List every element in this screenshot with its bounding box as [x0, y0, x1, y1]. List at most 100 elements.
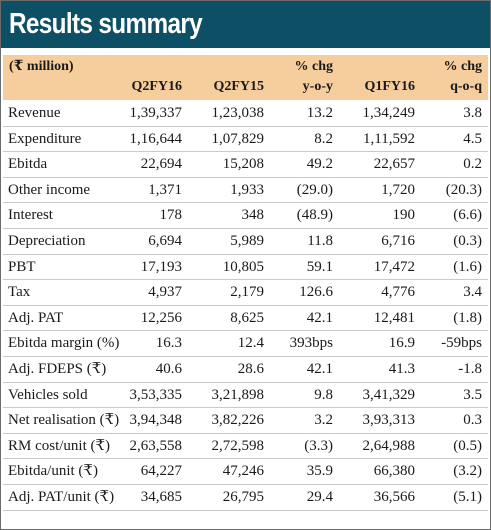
value-cell: 66,380 — [373, 463, 415, 480]
table-row: Ebitda margin (%) 16.3 12.4 393bps 16.9 -59bp… — [3, 331, 488, 357]
value-cell: 28.6 — [237, 360, 264, 377]
value-cell: 190 — [392, 207, 416, 224]
value-cell: 3,94,348 — [129, 412, 183, 429]
value-cell: 22,694 — [140, 156, 182, 173]
value-cell: 1,07,829 — [211, 130, 265, 147]
value-cell: (5.1) — [453, 488, 482, 505]
table-row: Other income 1,371 1,933 (29.0) 1,720 (20.3) — [3, 178, 488, 204]
value-cell: 0.3 — [463, 412, 482, 429]
value-cell: 1,720 — [381, 181, 415, 198]
table-row: Adj. FDEPS (₹) 40.6 28.6 42.1 41.3 -1.8 — [3, 357, 488, 383]
value-cell: 3.4 — [463, 284, 482, 301]
value-cell: -59bps — [441, 335, 482, 352]
row-label: Adj. FDEPS (₹) — [8, 360, 107, 377]
row-label: Ebitda — [8, 156, 48, 173]
value-cell: -1.8 — [458, 360, 482, 377]
value-cell: 3,41,329 — [362, 386, 416, 403]
value-cell: 126.6 — [299, 284, 333, 301]
value-cell: (6.6) — [453, 207, 482, 224]
value-cell: 47,246 — [222, 463, 264, 480]
value-cell: 4,937 — [148, 284, 182, 301]
table-row: RM cost/unit (₹) 2,63,558 2,72,598 (3.3) 2,6… — [3, 434, 488, 460]
value-cell: 16.3 — [155, 335, 182, 352]
value-cell: 12.4 — [237, 335, 264, 352]
row-label: Adj. PAT — [8, 309, 64, 326]
table-row: Ebitda/unit (₹) 64,227 47,246 35.9 66,380 (3.… — [3, 459, 488, 485]
value-cell: 29.4 — [306, 488, 333, 505]
value-cell: 4,776 — [381, 284, 415, 301]
value-cell: 17,193 — [140, 258, 182, 275]
col3-header-line1: % chg — [294, 59, 334, 74]
value-cell: 42.1 — [306, 360, 333, 377]
col5-header-line2: q-o-q — [450, 79, 482, 94]
value-cell: 59.1 — [306, 258, 333, 275]
row-label: Net realisation (₹) — [8, 412, 120, 429]
row-label: Revenue — [8, 105, 61, 121]
value-cell: (29.0) — [296, 181, 333, 198]
col4-header: Q1FY16 — [364, 79, 415, 94]
row-label: Tax — [8, 284, 31, 301]
value-cell: 1,16,644 — [129, 130, 183, 147]
value-cell: 6,716 — [381, 232, 415, 249]
value-cell: 8,625 — [230, 309, 264, 326]
value-cell: (3.3) — [304, 437, 333, 454]
value-cell: (1.8) — [453, 309, 482, 326]
value-cell: 11.8 — [307, 232, 333, 249]
row-label: Vehicles sold — [8, 386, 88, 403]
value-cell: (20.3) — [445, 181, 482, 198]
table-row: Expenditure 1,16,644 1,07,829 8.2 1,11,592 4.… — [3, 127, 488, 153]
value-cell: (0.3) — [453, 232, 482, 249]
table-body: Revenue 1,39,337 1,23,038 13.2 1,34,249 3.8 Ex… — [3, 101, 488, 511]
value-cell: 12,256 — [140, 309, 182, 326]
row-label: Interest — [8, 207, 53, 224]
col1-header: Q2FY16 — [131, 79, 182, 94]
value-cell: (3.2) — [453, 463, 482, 480]
value-cell: 49.2 — [306, 156, 333, 173]
value-cell: 34,685 — [140, 488, 182, 505]
value-cell: 178 — [159, 207, 183, 224]
col5-header-line1: % chg — [443, 59, 483, 74]
value-cell: 348 — [241, 207, 265, 224]
value-cell: 17,472 — [373, 258, 415, 275]
value-cell: 10,805 — [222, 258, 264, 275]
value-cell: 3.8 — [463, 105, 482, 121]
table-header: (₹ million) Q2FY16 Q2FY15 % chg y-o-y Q1… — [3, 55, 488, 100]
value-cell: 1,39,337 — [129, 105, 183, 121]
table-title: Results summary — [9, 8, 203, 40]
table-row: Adj. PAT 12,256 8,625 42.1 12,481 (1.8) — [3, 306, 488, 332]
value-cell: 36,566 — [373, 488, 415, 505]
value-cell: 5,989 — [230, 232, 264, 249]
row-label: Depreciation — [8, 232, 86, 249]
value-cell: 3.5 — [463, 386, 482, 403]
value-cell: 2,179 — [230, 284, 264, 301]
value-cell: 3,93,313 — [362, 412, 416, 429]
value-cell: 12,481 — [373, 309, 415, 326]
row-label: Expenditure — [8, 130, 82, 147]
value-cell: 0.2 — [463, 156, 482, 173]
col3-header-line2: y-o-y — [302, 79, 333, 94]
value-cell: (48.9) — [296, 207, 333, 224]
value-cell: 2,64,988 — [362, 437, 416, 454]
value-cell: 15,208 — [222, 156, 264, 173]
value-cell: 64,227 — [140, 463, 182, 480]
col2-header: Q2FY15 — [213, 79, 264, 94]
table-row: Net realisation (₹) 3,94,348 3,82,226 3.2 3,… — [3, 408, 488, 434]
value-cell: 26,795 — [222, 488, 264, 505]
row-label: Adj. PAT/unit (₹) — [8, 488, 115, 505]
value-cell: 22,657 — [373, 156, 415, 173]
row-label: Other income — [8, 181, 91, 198]
table-row: Adj. PAT/unit (₹) 34,685 26,795 29.4 36,566 (… — [3, 485, 488, 511]
value-cell: 41.3 — [388, 360, 415, 377]
row-label: PBT — [8, 258, 36, 275]
value-cell: 13.2 — [306, 105, 333, 121]
value-cell: 8.2 — [314, 130, 333, 147]
value-cell: 3,53,335 — [129, 386, 183, 403]
row-label: Ebitda/unit (₹) — [8, 463, 98, 480]
value-cell: (1.6) — [453, 258, 482, 275]
value-cell: 3.2 — [314, 412, 333, 429]
table-row: PBT 17,193 10,805 59.1 17,472 (1.6) — [3, 255, 488, 281]
value-cell: 4.5 — [463, 130, 482, 147]
value-cell: (0.5) — [453, 437, 482, 454]
value-cell: 40.6 — [155, 360, 182, 377]
